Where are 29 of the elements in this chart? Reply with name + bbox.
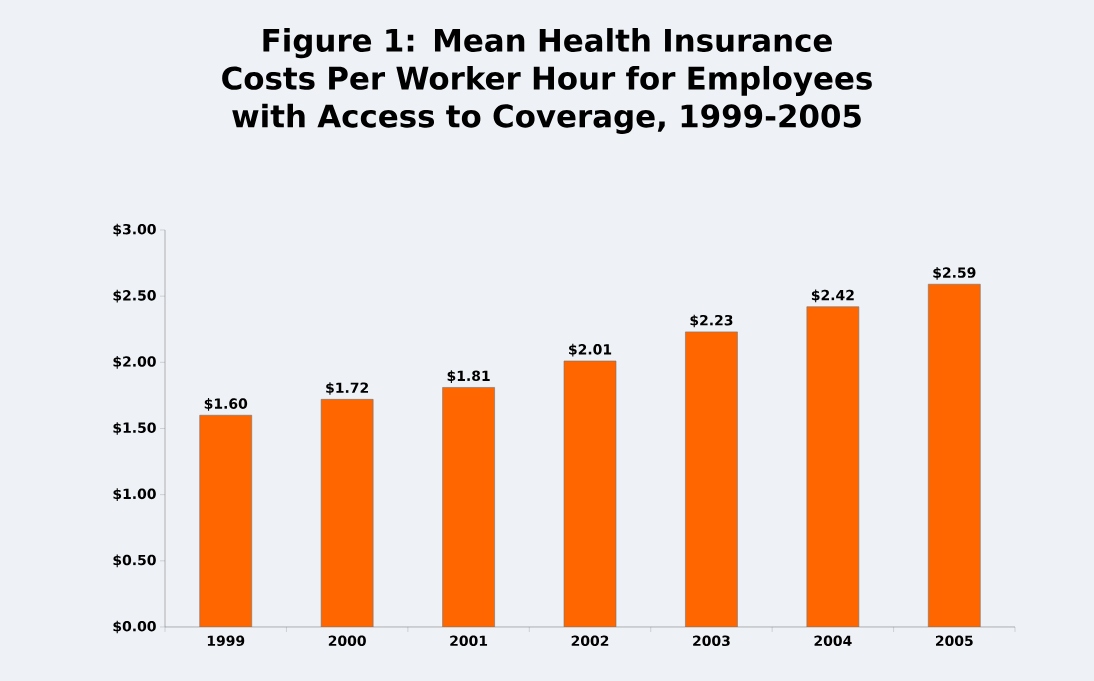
x-tick-label: 2003 [693, 635, 730, 647]
x-tick-label: 2002 [571, 635, 609, 647]
bar [442, 387, 495, 627]
x-tick-label: 2005 [935, 635, 973, 647]
data-label: $2.59 [933, 267, 976, 280]
chart-title: Figure 1: Mean Health Insurance Costs Per Worker Hour for Employees with Access to Coverage, 1999-2005 [222, 28, 872, 134]
x-tick-label: 2000 [328, 635, 366, 647]
y-tick-label: $1.50 [113, 422, 156, 435]
y-tick-label: $1.00 [113, 488, 156, 501]
x-tick-label: 1999 [207, 635, 245, 647]
y-tick-label: $0.00 [113, 620, 156, 634]
y-tick-label: $2.00 [113, 356, 156, 369]
data-label: $1.60 [204, 398, 248, 411]
bar [199, 414, 253, 627]
y-tick-label: $2.50 [113, 289, 156, 303]
bar [806, 306, 860, 627]
data-label: $1.81 [447, 370, 490, 383]
data-label: $2.42 [811, 289, 854, 303]
x-tick-label: 2001 [450, 635, 488, 647]
bar [320, 399, 374, 627]
y-tick-label: $3.00 [113, 223, 156, 237]
x-tick-label: 2004 [814, 635, 852, 647]
data-label: $1.72 [326, 382, 369, 395]
data-label: $2.01 [569, 343, 612, 357]
bar [563, 360, 617, 627]
y-tick-label: $0.50 [113, 554, 156, 568]
bar [685, 331, 738, 627]
bar [927, 283, 981, 627]
data-label: $2.23 [690, 314, 733, 328]
